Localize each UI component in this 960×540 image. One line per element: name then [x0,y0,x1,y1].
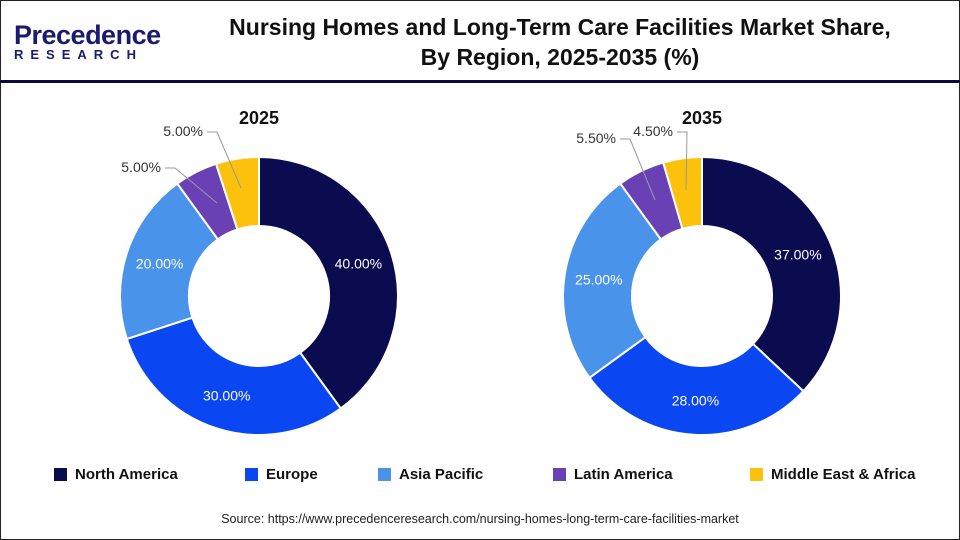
legend-swatch [750,468,763,481]
title-line-2: By Region, 2025-2035 (%) [420,44,700,70]
leader-line [207,131,242,189]
data-label: 28.00% [672,392,719,408]
donut-slice-asia-pacific [562,182,663,380]
legend-item-europe: Europe [245,466,318,483]
donut-slice-north-america [701,155,842,393]
legend-label: Middle East & Africa [771,466,916,483]
data-label: 25.00% [575,272,622,288]
leader-line [165,167,218,204]
data-label: 40.00% [335,256,382,272]
donut-slice-middle-east-africa [661,155,703,231]
leader-line [620,138,656,201]
legend-swatch [553,468,566,481]
logo-subtext: RESEARCH [14,47,143,62]
legend-item-asia-pacific: Asia Pacific [378,466,483,483]
legend-item-latin-america: Latin America [553,466,673,483]
source-text: Source: https://www.precedenceresearch.c… [221,512,739,526]
donut-title: 2035 [682,108,722,128]
donut-slice-north-america [258,155,399,410]
data-label: 5.50% [576,130,616,146]
data-label: 37.00% [774,246,821,262]
data-label: 5.00% [121,159,161,175]
legend-swatch [54,468,67,481]
legend-label: North America [75,466,178,483]
title-line-1: Nursing Homes and Long-Term Care Facilit… [229,14,891,40]
data-label: 20.00% [136,256,183,272]
donut-slice-asia-pacific [119,182,220,341]
donut-slice-europe [125,316,343,436]
logo-text: Precedence [14,20,161,50]
logo: Precedence RESEARCH [14,20,164,62]
legend-item-north-america: North America [54,466,178,483]
legend-label: Europe [266,466,318,483]
legend-swatch [245,468,258,481]
legend-label: Asia Pacific [399,466,484,483]
header: Precedence RESEARCH Nursing Homes and Lo… [0,0,960,83]
data-label: 4.50% [633,123,673,139]
legend-swatch [378,468,391,481]
donut-slice-europe [588,335,805,436]
chart-title: Nursing Homes and Long-Term Care Facilit… [190,12,930,72]
donut-title: 2025 [239,108,279,128]
leader-line [677,131,688,191]
data-label: 5.00% [163,123,203,139]
legend-label: Latin America [574,466,673,483]
data-label: 30.00% [203,387,250,403]
legend-item-middle-east-africa: Middle East & Africa [750,466,915,483]
